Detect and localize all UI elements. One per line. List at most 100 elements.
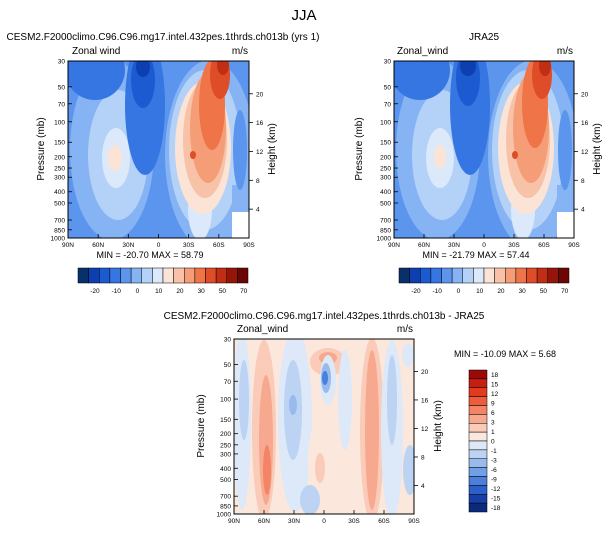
pressure-tick-label: 150 bbox=[220, 417, 231, 424]
contour-field bbox=[394, 61, 574, 238]
colorbar-swatch bbox=[505, 267, 517, 284]
pressure-axis-title: Pressure (mb) bbox=[36, 117, 47, 180]
colorbar-swatch bbox=[141, 267, 153, 284]
colorbar-label: 30 bbox=[198, 288, 206, 295]
min-max-label: MIN = -10.09 MAX = 5.68 bbox=[454, 349, 556, 359]
pressure-tick-label: 250 bbox=[380, 166, 391, 173]
colorbar-swatch bbox=[409, 267, 421, 284]
latitude-tick-label: 30S bbox=[508, 242, 520, 249]
pressure-tick-label: 1000 bbox=[51, 236, 66, 243]
colorbar-swatch bbox=[483, 267, 495, 284]
colorbar-label: -20 bbox=[90, 288, 100, 295]
pressure-tick-label: 850 bbox=[220, 503, 231, 510]
panel-title: CESM2.F2000climo.C96.C96.mg17.intel.432p… bbox=[164, 311, 485, 322]
units-label: m/s bbox=[557, 46, 573, 57]
colorbar-label: 12 bbox=[491, 391, 499, 398]
colorbar-swatch bbox=[109, 267, 121, 284]
pressure-tick-label: 70 bbox=[58, 101, 66, 108]
latitude-tick-label: 60N bbox=[92, 242, 104, 249]
pressure-tick-label: 70 bbox=[384, 101, 392, 108]
latitude-tick-label: 90N bbox=[388, 242, 400, 249]
colorbar-swatch bbox=[173, 267, 185, 284]
colorbar-label: -6 bbox=[491, 467, 497, 474]
pressure-tick-label: 700 bbox=[54, 217, 65, 224]
colorbar-swatch bbox=[441, 267, 453, 284]
pressure-tick-label: 100 bbox=[54, 119, 65, 126]
pressure-tick-label: 300 bbox=[220, 451, 231, 458]
latitude-tick-label: 60N bbox=[258, 518, 270, 525]
height-tick-label: 4 bbox=[421, 483, 425, 490]
panel-reference: JRA25 Zonal_wind m/s bbox=[354, 32, 603, 295]
colorbar-swatch bbox=[468, 494, 488, 504]
colorbar-label: -3 bbox=[491, 457, 497, 464]
latitude-tick-label: 90N bbox=[62, 242, 74, 249]
pressure-tick-label: 500 bbox=[380, 201, 391, 208]
pressure-tick-label: 100 bbox=[380, 119, 391, 126]
colorbar-swatch bbox=[77, 267, 89, 284]
panel-title: CESM2.F2000climo.C96.C96.mg17.intel.432p… bbox=[7, 32, 320, 43]
units-label: m/s bbox=[232, 46, 248, 57]
height-tick-label: 16 bbox=[256, 120, 264, 127]
colorbar-swatch bbox=[184, 267, 196, 284]
colorbar-label: -10 bbox=[432, 288, 442, 295]
colorbar-label: 20 bbox=[176, 288, 184, 295]
latitude-axis: 90N 60N 30N 0 30S 60S 90S bbox=[62, 234, 255, 249]
colorbar-swatch bbox=[194, 267, 206, 284]
colorbar-label: 30 bbox=[519, 288, 527, 295]
colorbar-swatch bbox=[237, 267, 249, 284]
latitude-axis: 90N 60N 30N 0 30S 60S 90S bbox=[388, 234, 580, 249]
pressure-tick-label: 250 bbox=[54, 166, 65, 173]
colorbar: -20 -10 0 10 20 30 50 70 bbox=[77, 267, 249, 295]
height-axis-title: Height (km) bbox=[267, 123, 278, 175]
colorbar-swatch bbox=[468, 414, 488, 424]
pressure-tick-label: 300 bbox=[54, 175, 65, 182]
colorbar-label: 18 bbox=[491, 372, 499, 379]
colorbar-swatch bbox=[468, 485, 488, 495]
colorbar-swatch bbox=[468, 467, 488, 477]
field-label: Zonal wind bbox=[72, 46, 120, 57]
pressure-tick-label: 400 bbox=[380, 189, 391, 196]
colorbar-swatch bbox=[88, 267, 100, 284]
colorbar-swatch bbox=[468, 431, 488, 442]
pressure-tick-label: 850 bbox=[54, 227, 65, 234]
pressure-tick-label: 50 bbox=[224, 362, 232, 369]
latitude-tick-label: 60S bbox=[213, 242, 225, 249]
colorbar-label: 0 bbox=[457, 288, 461, 295]
colorbar: -20 -10 0 10 20 30 50 70 bbox=[398, 267, 570, 295]
colorbar-label: 1 bbox=[491, 429, 495, 436]
colorbar-swatch bbox=[430, 267, 442, 284]
pressure-tick-label: 200 bbox=[54, 154, 65, 161]
colorbar-swatch bbox=[468, 440, 488, 451]
latitude-tick-label: 30S bbox=[183, 242, 195, 249]
pressure-tick-label: 50 bbox=[384, 84, 392, 91]
pressure-tick-label: 30 bbox=[224, 337, 232, 344]
pressure-tick-label: 150 bbox=[380, 140, 391, 147]
colorbar-swatch bbox=[468, 378, 488, 388]
colorbar-swatch bbox=[205, 267, 217, 284]
latitude-tick-label: 60S bbox=[538, 242, 550, 249]
latitude-tick-label: 90S bbox=[243, 242, 255, 249]
height-tick-label: 8 bbox=[581, 178, 585, 185]
colorbar-label: 0 bbox=[491, 439, 495, 446]
pressure-tick-label: 250 bbox=[220, 442, 231, 449]
pressure-tick-label: 700 bbox=[220, 494, 231, 501]
colorbar-swatch bbox=[468, 405, 488, 415]
colorbar-swatch bbox=[468, 396, 488, 406]
pressure-tick-label: 400 bbox=[220, 466, 231, 473]
pressure-axis: 30 50 70 100 150 200 250 300 400 500 700 850 1000 bbox=[217, 337, 238, 519]
colorbar-label: 10 bbox=[155, 288, 163, 295]
colorbar-label: 15 bbox=[491, 382, 499, 389]
colorbar-swatch bbox=[451, 267, 463, 284]
colorbar-label: 9 bbox=[491, 401, 495, 408]
height-tick-label: 20 bbox=[581, 91, 589, 98]
colorbar-label: -12 bbox=[491, 486, 501, 493]
colorbar-label: 70 bbox=[561, 288, 569, 295]
pressure-axis-title: Pressure (mb) bbox=[354, 117, 365, 180]
pressure-tick-label: 150 bbox=[54, 140, 65, 147]
colorbar-swatch bbox=[536, 267, 548, 284]
colorbar-swatch bbox=[468, 369, 488, 380]
panel-title: JRA25 bbox=[469, 32, 499, 43]
panel-difference: CESM2.F2000climo.C96.C96.mg17.intel.432p… bbox=[164, 311, 556, 525]
colorbar-label: -9 bbox=[491, 476, 497, 483]
